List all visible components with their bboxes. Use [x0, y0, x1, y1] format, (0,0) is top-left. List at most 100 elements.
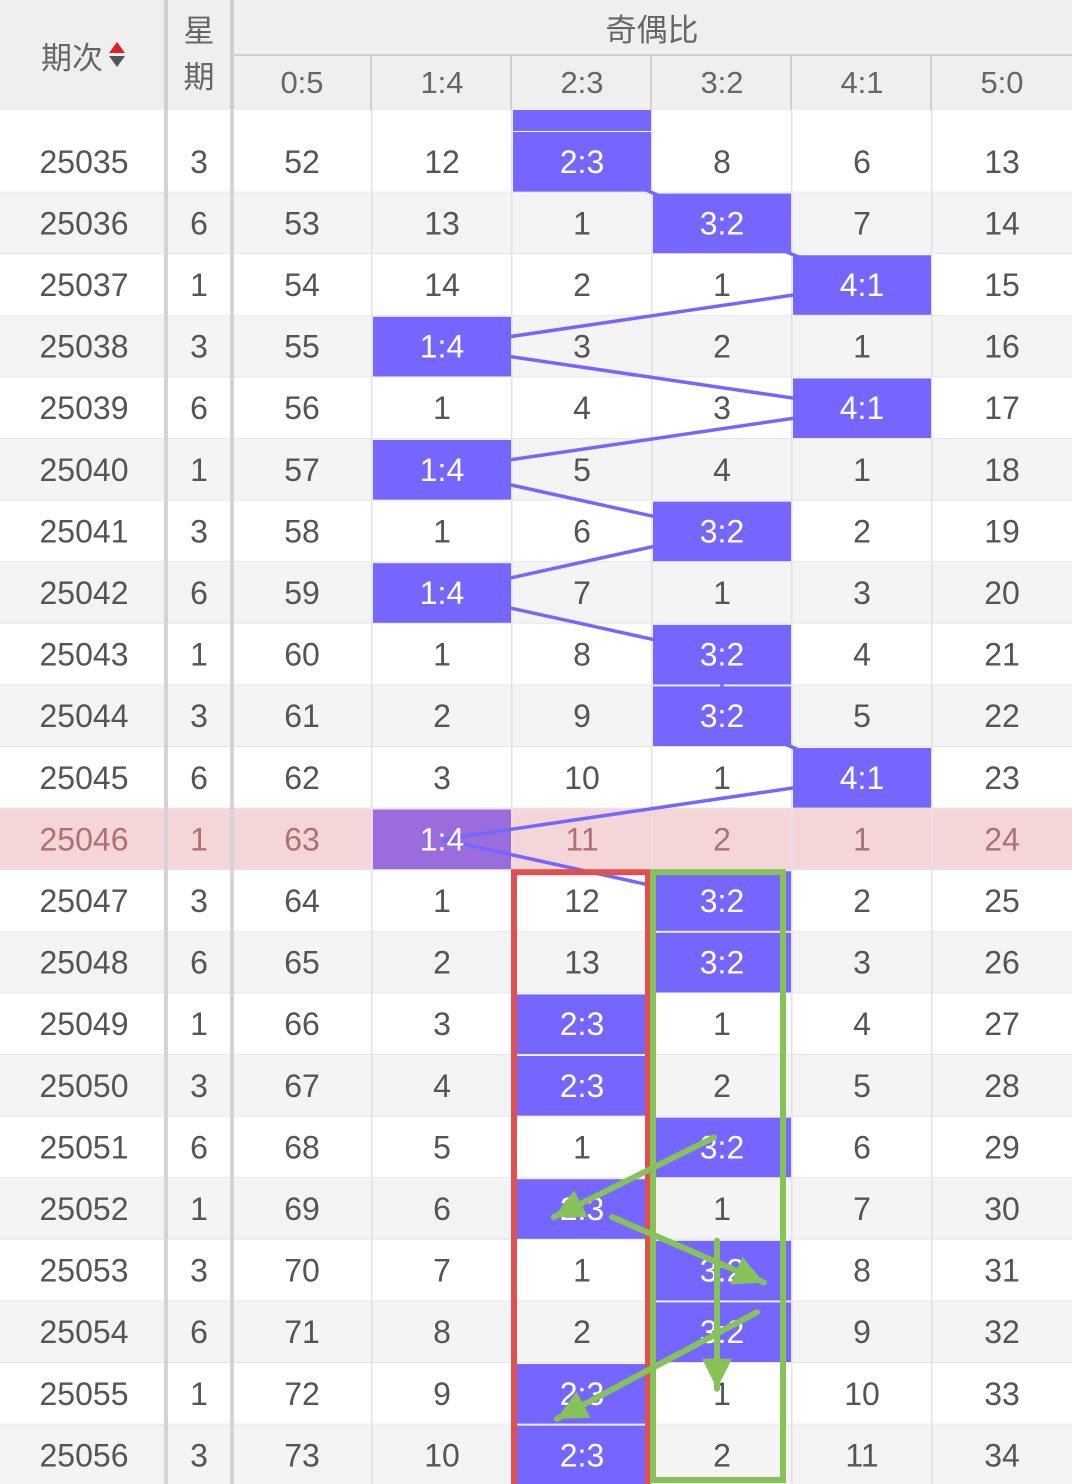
miss-count: 23 [984, 760, 1020, 796]
miss-count: 1 [433, 637, 451, 673]
column-divider [230, 110, 234, 1484]
miss-count: 12 [424, 144, 460, 180]
miss-count: 56 [284, 390, 320, 426]
table-row[interactable] [0, 931, 1072, 994]
weekday-number: 3 [190, 1253, 208, 1289]
miss-count: 2 [433, 945, 451, 981]
hit-cell-label: 2:3 [560, 1437, 604, 1473]
miss-count: 2 [713, 821, 731, 857]
miss-count: 30 [984, 1191, 1020, 1227]
hit-cell [653, 932, 791, 993]
table-row[interactable] [0, 1116, 1072, 1179]
row-divider [0, 314, 1072, 316]
miss-count: 6 [573, 513, 591, 549]
table-row[interactable] [0, 500, 1072, 563]
period-number: 25054 [40, 1314, 129, 1350]
period-column-header[interactable]: 期次 [0, 0, 166, 110]
miss-count: 69 [284, 1191, 320, 1227]
arrow-head [730, 1256, 764, 1285]
weekday-number: 6 [190, 575, 208, 611]
miss-count: 2 [853, 513, 871, 549]
miss-count: 10 [564, 760, 600, 796]
miss-count: 1 [433, 883, 451, 919]
sort-icon[interactable] [109, 40, 125, 70]
period-number: 25043 [40, 637, 129, 673]
table-row[interactable] [0, 1301, 1072, 1364]
miss-count: 3 [433, 1006, 451, 1042]
table-row[interactable] [0, 685, 1072, 748]
hit-cell [653, 1240, 791, 1301]
miss-count: 3 [853, 575, 871, 611]
miss-count: 1 [573, 1253, 591, 1289]
table-row[interactable] [0, 623, 1072, 686]
hit-cell [513, 1056, 651, 1116]
weekday-number: 3 [190, 329, 208, 365]
period-number: 25055 [40, 1376, 129, 1412]
hit-cell-label: 3:2 [700, 698, 744, 734]
hit-cell-label: 4:1 [840, 390, 884, 426]
table-row[interactable] [0, 870, 1072, 933]
miss-count: 52 [284, 144, 320, 180]
miss-count: 1 [713, 1006, 731, 1042]
weekday-number: 3 [190, 513, 208, 549]
miss-count: 11 [565, 821, 598, 857]
header-divider [510, 56, 512, 110]
miss-count: 13 [564, 945, 600, 981]
weekday-column-header: 星 期 [166, 0, 232, 110]
miss-count: 4 [573, 390, 591, 426]
miss-count: 3 [853, 945, 871, 981]
period-number: 25051 [40, 1129, 129, 1165]
period-number: 25050 [40, 1068, 129, 1104]
miss-count: 2 [713, 1437, 731, 1473]
col-header-0-5: 0:5 [280, 65, 324, 100]
miss-count: 32 [984, 1314, 1020, 1350]
miss-count: 53 [284, 205, 320, 241]
period-number: 25042 [40, 575, 129, 611]
row-divider [0, 1115, 1072, 1117]
period-number: 25048 [40, 945, 129, 981]
miss-count: 6 [853, 144, 871, 180]
green-highlight-box [650, 869, 786, 1483]
period-number: 25044 [40, 698, 129, 734]
miss-count: 62 [284, 760, 320, 796]
period-number: 25040 [40, 452, 129, 488]
hit-cell-label: 1:4 [420, 452, 464, 488]
miss-count: 29 [984, 1129, 1020, 1165]
miss-count: 3 [573, 329, 591, 365]
table-row[interactable] [0, 192, 1072, 255]
period-number: 25052 [40, 1191, 129, 1227]
weekday-header-line2: 期 [183, 60, 215, 95]
hit-cell-label: 3:2 [700, 513, 744, 549]
weekday-number: 1 [190, 821, 208, 857]
row-divider [0, 253, 1072, 255]
miss-count: 1 [433, 390, 451, 426]
trend-connector-line [441, 406, 863, 472]
table-row[interactable] [0, 315, 1072, 378]
miss-count: 63 [284, 821, 320, 857]
miss-count: 55 [284, 329, 320, 365]
trend-connector-line [441, 344, 863, 410]
miss-count: 31 [984, 1253, 1020, 1289]
miss-count: 6 [853, 1129, 871, 1165]
miss-count: 70 [284, 1253, 320, 1289]
miss-count: 9 [573, 698, 591, 734]
weekday-number: 1 [190, 637, 208, 673]
header-divider [230, 0, 234, 110]
miss-count: 1 [713, 760, 731, 796]
miss-count: 57 [284, 452, 320, 488]
col-header-1-4: 1:4 [420, 65, 464, 100]
miss-count: 65 [284, 945, 320, 981]
miss-count: 60 [284, 637, 320, 673]
miss-count: 5 [573, 452, 591, 488]
table-row[interactable] [0, 1239, 1072, 1302]
weekday-number: 6 [190, 390, 208, 426]
miss-count: 4 [853, 1006, 871, 1042]
header-divider [930, 56, 932, 110]
miss-count: 25 [984, 883, 1020, 919]
hit-cell-label: 3:2 [700, 205, 744, 241]
hit-cell [513, 1425, 651, 1484]
miss-count: 8 [573, 637, 591, 673]
arrow-head [557, 1391, 591, 1419]
weekday-number: 1 [190, 1191, 208, 1227]
